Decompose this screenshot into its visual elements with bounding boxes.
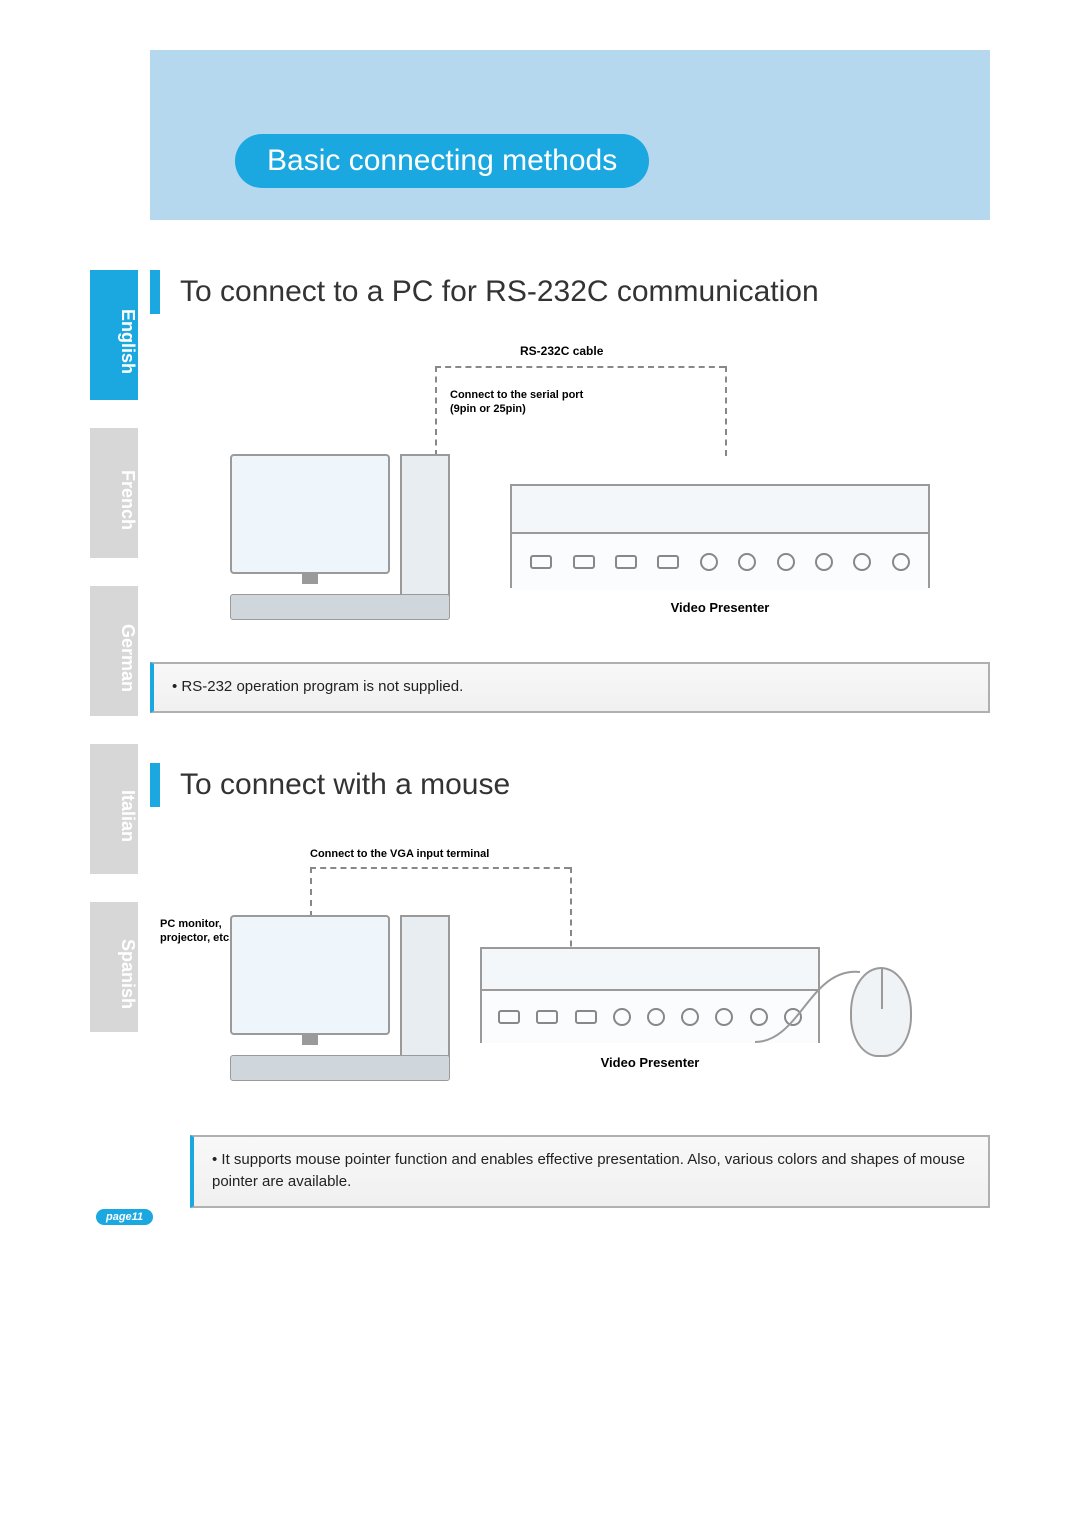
lang-tab-german[interactable]: German (90, 586, 138, 716)
port-icon (498, 1010, 520, 1024)
port-icon (615, 555, 637, 569)
mouse-cable-icon (750, 947, 890, 1057)
page-title-text: Basic connecting methods (267, 144, 617, 177)
port-icon (853, 553, 871, 571)
pc-graphic (230, 915, 420, 1035)
cable-line-down-left (435, 366, 437, 456)
section-heading-text: To connect with a mouse (180, 768, 510, 802)
lang-tab-italian[interactable]: Italian (90, 744, 138, 874)
header-banner: Basic connecting methods (150, 50, 990, 220)
lang-label: German (118, 624, 138, 692)
port-icon (815, 553, 833, 571)
pc-keyboard-icon (230, 1055, 450, 1081)
port-icon (613, 1008, 631, 1026)
port-icon (715, 1008, 733, 1026)
video-presenter-graphic (510, 484, 930, 588)
pc-graphic (230, 454, 420, 574)
heading-accent-bar (150, 763, 160, 807)
pc-monitor-icon (230, 454, 390, 574)
section-heading: To connect to a PC for RS-232C communica… (150, 270, 990, 314)
cable-line-down-left (310, 867, 312, 917)
lang-label: Spanish (118, 939, 138, 1009)
diagram-rs232: RS-232C cable Connect to the serial port… (160, 344, 980, 644)
lang-tab-french[interactable]: French (90, 428, 138, 558)
cable-label: RS-232C cable (520, 344, 603, 358)
port-icon (530, 555, 552, 569)
content-row: English French German Italian Spanish To… (90, 220, 990, 1258)
left-device-label: PC monitor, projector, etc. (160, 917, 232, 946)
connect-label: Connect to the serial port (9pin or 25pi… (450, 388, 583, 417)
cable-line-down-right (725, 366, 727, 456)
cable-line-down-right (570, 867, 572, 957)
page: Basic connecting methods English French … (0, 0, 1080, 1527)
port-icon (738, 553, 756, 571)
page-number-badge: page11 (96, 1209, 153, 1225)
port-icon (700, 553, 718, 571)
main-column: To connect to a PC for RS-232C communica… (150, 220, 990, 1258)
port-icon (573, 555, 595, 569)
lang-label: English (118, 309, 138, 374)
port-icon (575, 1010, 597, 1024)
connect-label: Connect to the VGA input terminal (310, 847, 489, 861)
pc-tower-icon (400, 915, 450, 1075)
port-icon (681, 1008, 699, 1026)
heading-accent-bar (150, 270, 160, 314)
port-icon (536, 1010, 558, 1024)
lang-tab-english[interactable]: English (90, 270, 138, 400)
page-title-pill: Basic connecting methods (235, 134, 649, 188)
port-icon (777, 553, 795, 571)
pc-keyboard-icon (230, 594, 450, 620)
section-heading: To connect with a mouse (150, 763, 990, 807)
lang-label: French (118, 470, 138, 530)
pc-monitor-icon (230, 915, 390, 1035)
video-presenter-caption: Video Presenter (510, 600, 930, 615)
presenter-port-row (512, 532, 928, 590)
cable-line (310, 867, 570, 869)
note-text: • RS-232 operation program is not suppli… (172, 678, 463, 695)
page-number-text: page11 (106, 1211, 143, 1223)
port-icon (647, 1008, 665, 1026)
section-mouse: To connect with a mouse Connect to the V… (150, 763, 990, 1208)
lang-tab-spanish[interactable]: Spanish (90, 902, 138, 1032)
cable-line (435, 366, 725, 368)
video-presenter-caption: Video Presenter (480, 1055, 820, 1070)
lang-label: Italian (118, 790, 138, 842)
port-icon (892, 553, 910, 571)
pc-tower-icon (400, 454, 450, 614)
port-icon (657, 555, 679, 569)
note-text: • It supports mouse pointer function and… (212, 1151, 965, 1191)
section-heading-text: To connect to a PC for RS-232C communica… (180, 275, 819, 309)
language-tabs: English French German Italian Spanish (90, 220, 150, 1258)
note-box: • RS-232 operation program is not suppli… (150, 662, 990, 713)
diagram-mouse: Connect to the VGA input terminal PC mon… (160, 837, 980, 1117)
section-rs232: To connect to a PC for RS-232C communica… (150, 270, 990, 713)
note-box: • It supports mouse pointer function and… (190, 1135, 990, 1208)
